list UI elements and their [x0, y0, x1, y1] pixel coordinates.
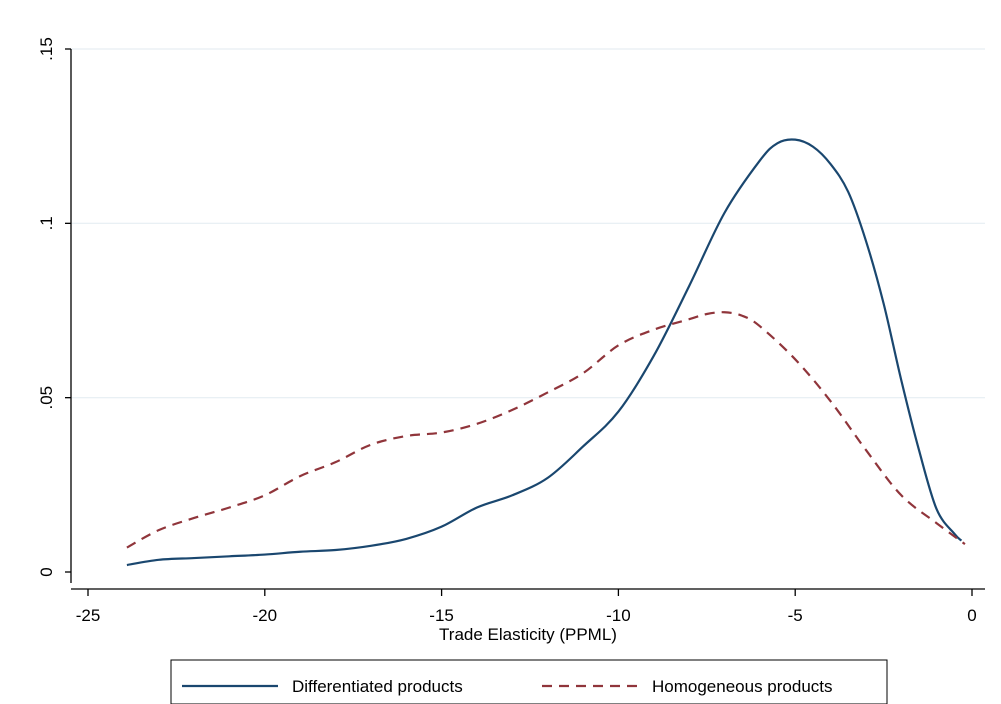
x-tick-label-0: -25 — [76, 606, 101, 625]
x-tick-label-4: -5 — [788, 606, 803, 625]
axes: 0 .05 .1 .15 -25 -20 -15 -10 -5 0 — [37, 37, 985, 625]
legend-box — [170, 659, 888, 704]
y-tick-label-0: 0 — [37, 567, 56, 576]
x-axis-title: Trade Elasticity (PPML) — [439, 625, 617, 644]
y-tick-label-1: .05 — [37, 386, 56, 410]
grid-lines — [71, 48, 985, 399]
x-tick-label-3: -10 — [606, 606, 631, 625]
series-line-differentiated — [126, 138, 963, 567]
x-tick-label-2: -15 — [429, 606, 454, 625]
x-tick-label-5: 0 — [967, 606, 976, 625]
legend: Differentiated products Homogeneous prod… — [170, 659, 888, 704]
series-lines — [126, 138, 966, 567]
y-tick-label-2: .1 — [37, 216, 56, 230]
legend-label-homogeneous: Homogeneous products — [652, 677, 833, 696]
x-tick-label-1: -20 — [253, 606, 278, 625]
legend-label-differentiated: Differentiated products — [292, 677, 463, 696]
series-line-homogeneous — [126, 311, 966, 549]
y-tick-label-3: .15 — [37, 37, 56, 61]
